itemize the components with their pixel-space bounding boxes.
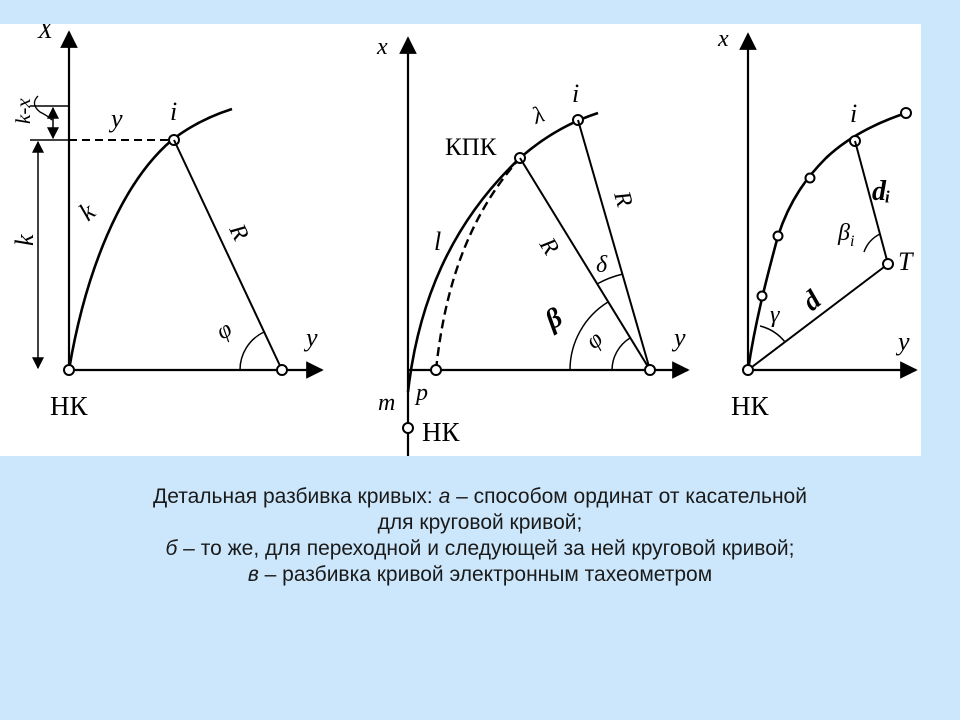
- panel-b-phi-arc: [611, 337, 631, 371]
- caption-line-3-post: – то же, для переходной и следующей за н…: [177, 537, 795, 560]
- panel-b-x-axis-label: x: [376, 34, 388, 60]
- panel-a-radius: [173, 139, 283, 371]
- panel-c-gamma-arc: [759, 325, 786, 343]
- panel-b-point-i-label: i: [572, 79, 579, 108]
- panel-a-y-label: y: [108, 104, 123, 133]
- panel-b-m-label: m: [378, 390, 395, 416]
- panel-b-arc-label: l: [434, 227, 441, 256]
- panel-b-y-axis-label: y: [671, 323, 686, 352]
- panel-c-beta-symbol: β: [837, 220, 850, 246]
- caption-line-1-post: – способом ординат от касательной: [450, 485, 807, 508]
- panel-c-start-label: НК: [731, 391, 769, 421]
- caption-letter-a: а: [438, 485, 451, 508]
- panel-c-curve: [746, 111, 907, 371]
- figure: X y k-x k y k i R φ НК x y: [0, 18, 921, 456]
- panel-a-origin-point: [63, 364, 75, 376]
- panel-c-d-line: [747, 263, 889, 371]
- panel-b-radius-2-label: R: [608, 188, 637, 211]
- panel-a-kx-leader: [33, 95, 53, 121]
- panel-c-di-line: [854, 140, 889, 265]
- panel-a-center-point: [276, 364, 288, 376]
- panel-c-x-axis-label: x: [717, 26, 729, 52]
- panel-c-di-label: dᵢ: [872, 176, 891, 207]
- panel-b-delta-arc: [596, 273, 624, 285]
- panel-c-gamma-label: γ: [770, 302, 780, 328]
- panel-b: x y l λ КПК i R R δ β φ p m НК: [376, 34, 690, 456]
- panel-a: X y k-x k y k i R φ НК: [10, 18, 324, 421]
- panel-c-origin-point: [742, 364, 754, 376]
- panel-b-radius-2: [577, 119, 651, 371]
- panel-c-curve-point-2: [772, 230, 784, 242]
- panel-b-beta-label: β: [539, 302, 568, 337]
- panel-b-radius-1-label: R: [533, 233, 564, 260]
- panel-b-center-point: [644, 364, 656, 376]
- panel-c-beta-arc: [863, 233, 881, 253]
- panel-a-start-label: НК: [50, 391, 88, 421]
- panel-a-arc-label: k: [73, 197, 101, 227]
- diagram-svg: X y k-x k y k i R φ НК x y: [10, 18, 918, 456]
- panel-b-kpk-label: КПК: [445, 134, 497, 161]
- caption: Детальная разбивка кривых: а – способом …: [90, 484, 870, 588]
- panel-c-y-axis-label: y: [895, 327, 910, 356]
- caption-letter-v: в: [247, 563, 259, 586]
- panel-b-lambda-label: λ: [528, 102, 548, 130]
- panel-b-beta-arc: [569, 301, 609, 371]
- panel-c-curve-point-3: [804, 172, 816, 184]
- panel-c-curve-point-1: [756, 290, 768, 302]
- panel-b-radius-1: [519, 157, 651, 371]
- panel-a-angle-label: φ: [212, 316, 237, 345]
- caption-line-4: в – разбивка кривой электронным тахеомет…: [90, 562, 870, 588]
- caption-line-4-post: – разбивка кривой электронным тахеометро…: [258, 563, 713, 586]
- panel-b-dashed-curve: [434, 157, 521, 371]
- panel-c-point-i-label: i: [850, 99, 857, 128]
- panel-b-delta-label: δ: [596, 252, 608, 278]
- panel-c-beta-subscript: i: [850, 233, 854, 250]
- caption-line-2: для круговой кривой;: [377, 511, 583, 534]
- panel-b-p-label: p: [414, 380, 428, 406]
- caption-line-1-pre: Детальная разбивка кривых:: [153, 485, 439, 508]
- caption-line-1: Детальная разбивка кривых: а – способом …: [90, 484, 870, 510]
- panel-c: x y i T d dᵢ βi γ НК: [717, 26, 918, 421]
- panel-b-start-label: НК: [422, 417, 460, 447]
- panel-c-station-t: [882, 258, 894, 270]
- panel-a-y-axis-label: y: [303, 323, 318, 352]
- caption-letter-b: б: [165, 537, 178, 560]
- panel-b-circular-curve: [519, 111, 599, 159]
- panel-b-transition-curve: [406, 157, 521, 393]
- caption-line-3: б – то же, для переходной и следующей за…: [90, 536, 870, 562]
- panel-b-start-point: [402, 422, 414, 434]
- panel-a-k-label: k: [10, 234, 39, 246]
- panel-a-curve: [67, 107, 233, 371]
- panel-b-phi-label: φ: [581, 326, 608, 354]
- panel-c-station-t-label: T: [898, 247, 914, 276]
- panel-a-radius-label: R: [223, 219, 253, 245]
- panel-a-angle-arc: [239, 331, 265, 371]
- panel-c-beta-label: βi: [837, 220, 854, 250]
- panel-a-x-axis-label: X: [37, 24, 54, 44]
- panel-c-curve-end-point: [900, 107, 912, 119]
- panel-b-p-point: [430, 364, 442, 376]
- panel-a-point-i-label: i: [170, 97, 177, 126]
- panel-a-kx-label: k-x: [11, 98, 35, 124]
